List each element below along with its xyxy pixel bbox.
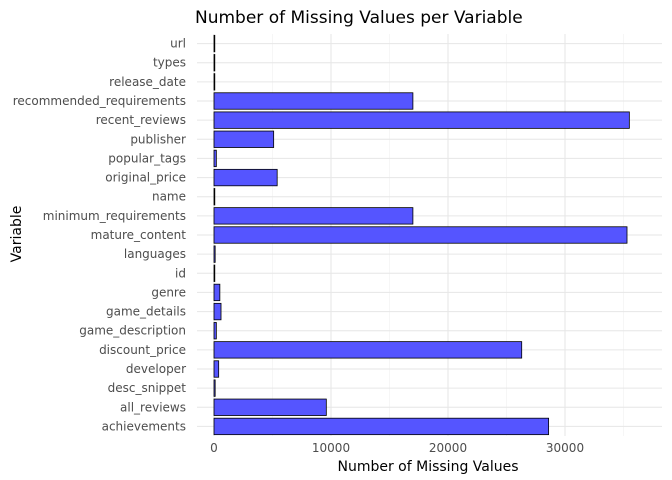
- y-tick-label: name: [152, 190, 186, 204]
- x-tick-label: 30000: [546, 441, 584, 455]
- x-tick-label: 20000: [429, 441, 467, 455]
- y-tick-label: achievements: [102, 419, 186, 433]
- bar-genre: [213, 283, 221, 302]
- y-tick-label: popular_tags: [108, 151, 186, 165]
- y-tick-label: recommended_requirements: [13, 94, 186, 108]
- x-tick-label: 10000: [312, 441, 350, 455]
- y-tick-label: types: [153, 56, 186, 70]
- bar-popular-tags: [213, 149, 217, 168]
- y-tick-label: id: [175, 266, 186, 280]
- y-tick-label: all_reviews: [120, 400, 186, 414]
- bar-all-reviews: [213, 398, 327, 416]
- y-tick-label: publisher: [130, 132, 186, 146]
- y-tick-label: developer: [126, 362, 186, 376]
- y-tick-label: genre: [151, 285, 186, 299]
- y-tick-label: minimum_requirements: [43, 209, 186, 223]
- bar-types: [213, 54, 216, 72]
- bar-recommended-requirements: [213, 92, 414, 110]
- bar-developer: [213, 360, 220, 378]
- bar-mature-content: [213, 226, 628, 244]
- bar-game-details: [213, 302, 222, 321]
- y-tick-label: game_details: [106, 305, 186, 319]
- bar-id: [213, 264, 216, 282]
- y-tick-label: url: [170, 37, 186, 51]
- y-tick-label: desc_snippet: [108, 381, 187, 395]
- bar-achievements: [213, 417, 550, 436]
- y-tick-label: release_date: [109, 75, 186, 89]
- bar-languages: [213, 245, 216, 263]
- y-tick-label: mature_content: [91, 228, 187, 242]
- bar-release-date: [213, 73, 216, 91]
- x-axis-title: Number of Missing Values: [337, 459, 518, 475]
- x-tick-labels: 0 10000 20000 30000: [210, 441, 584, 455]
- x-tick-label: 0: [210, 441, 218, 455]
- bar-name: [213, 188, 216, 206]
- y-axis-title: Variable: [9, 206, 25, 263]
- y-tick-label: discount_price: [99, 343, 186, 357]
- bar-discount-price: [213, 341, 523, 359]
- bar-game-description: [213, 322, 217, 340]
- y-tick-label: languages: [124, 247, 186, 261]
- bar-url: [213, 34, 216, 53]
- bar-original-price: [213, 168, 278, 187]
- y-tick-label: recent_reviews: [96, 113, 186, 127]
- bars: [213, 34, 630, 436]
- bar-minimum-requirements: [213, 207, 414, 225]
- y-tick-label: original_price: [105, 171, 186, 185]
- y-tick-labels: url types release_date recommended_requirem…: [13, 37, 187, 434]
- bar-recent-reviews: [213, 111, 630, 129]
- y-tick-label: game_description: [79, 324, 186, 338]
- chart-title: Number of Missing Values per Variable: [195, 8, 523, 28]
- bar-publisher: [213, 130, 275, 148]
- bar-desc-snippet: [213, 379, 216, 397]
